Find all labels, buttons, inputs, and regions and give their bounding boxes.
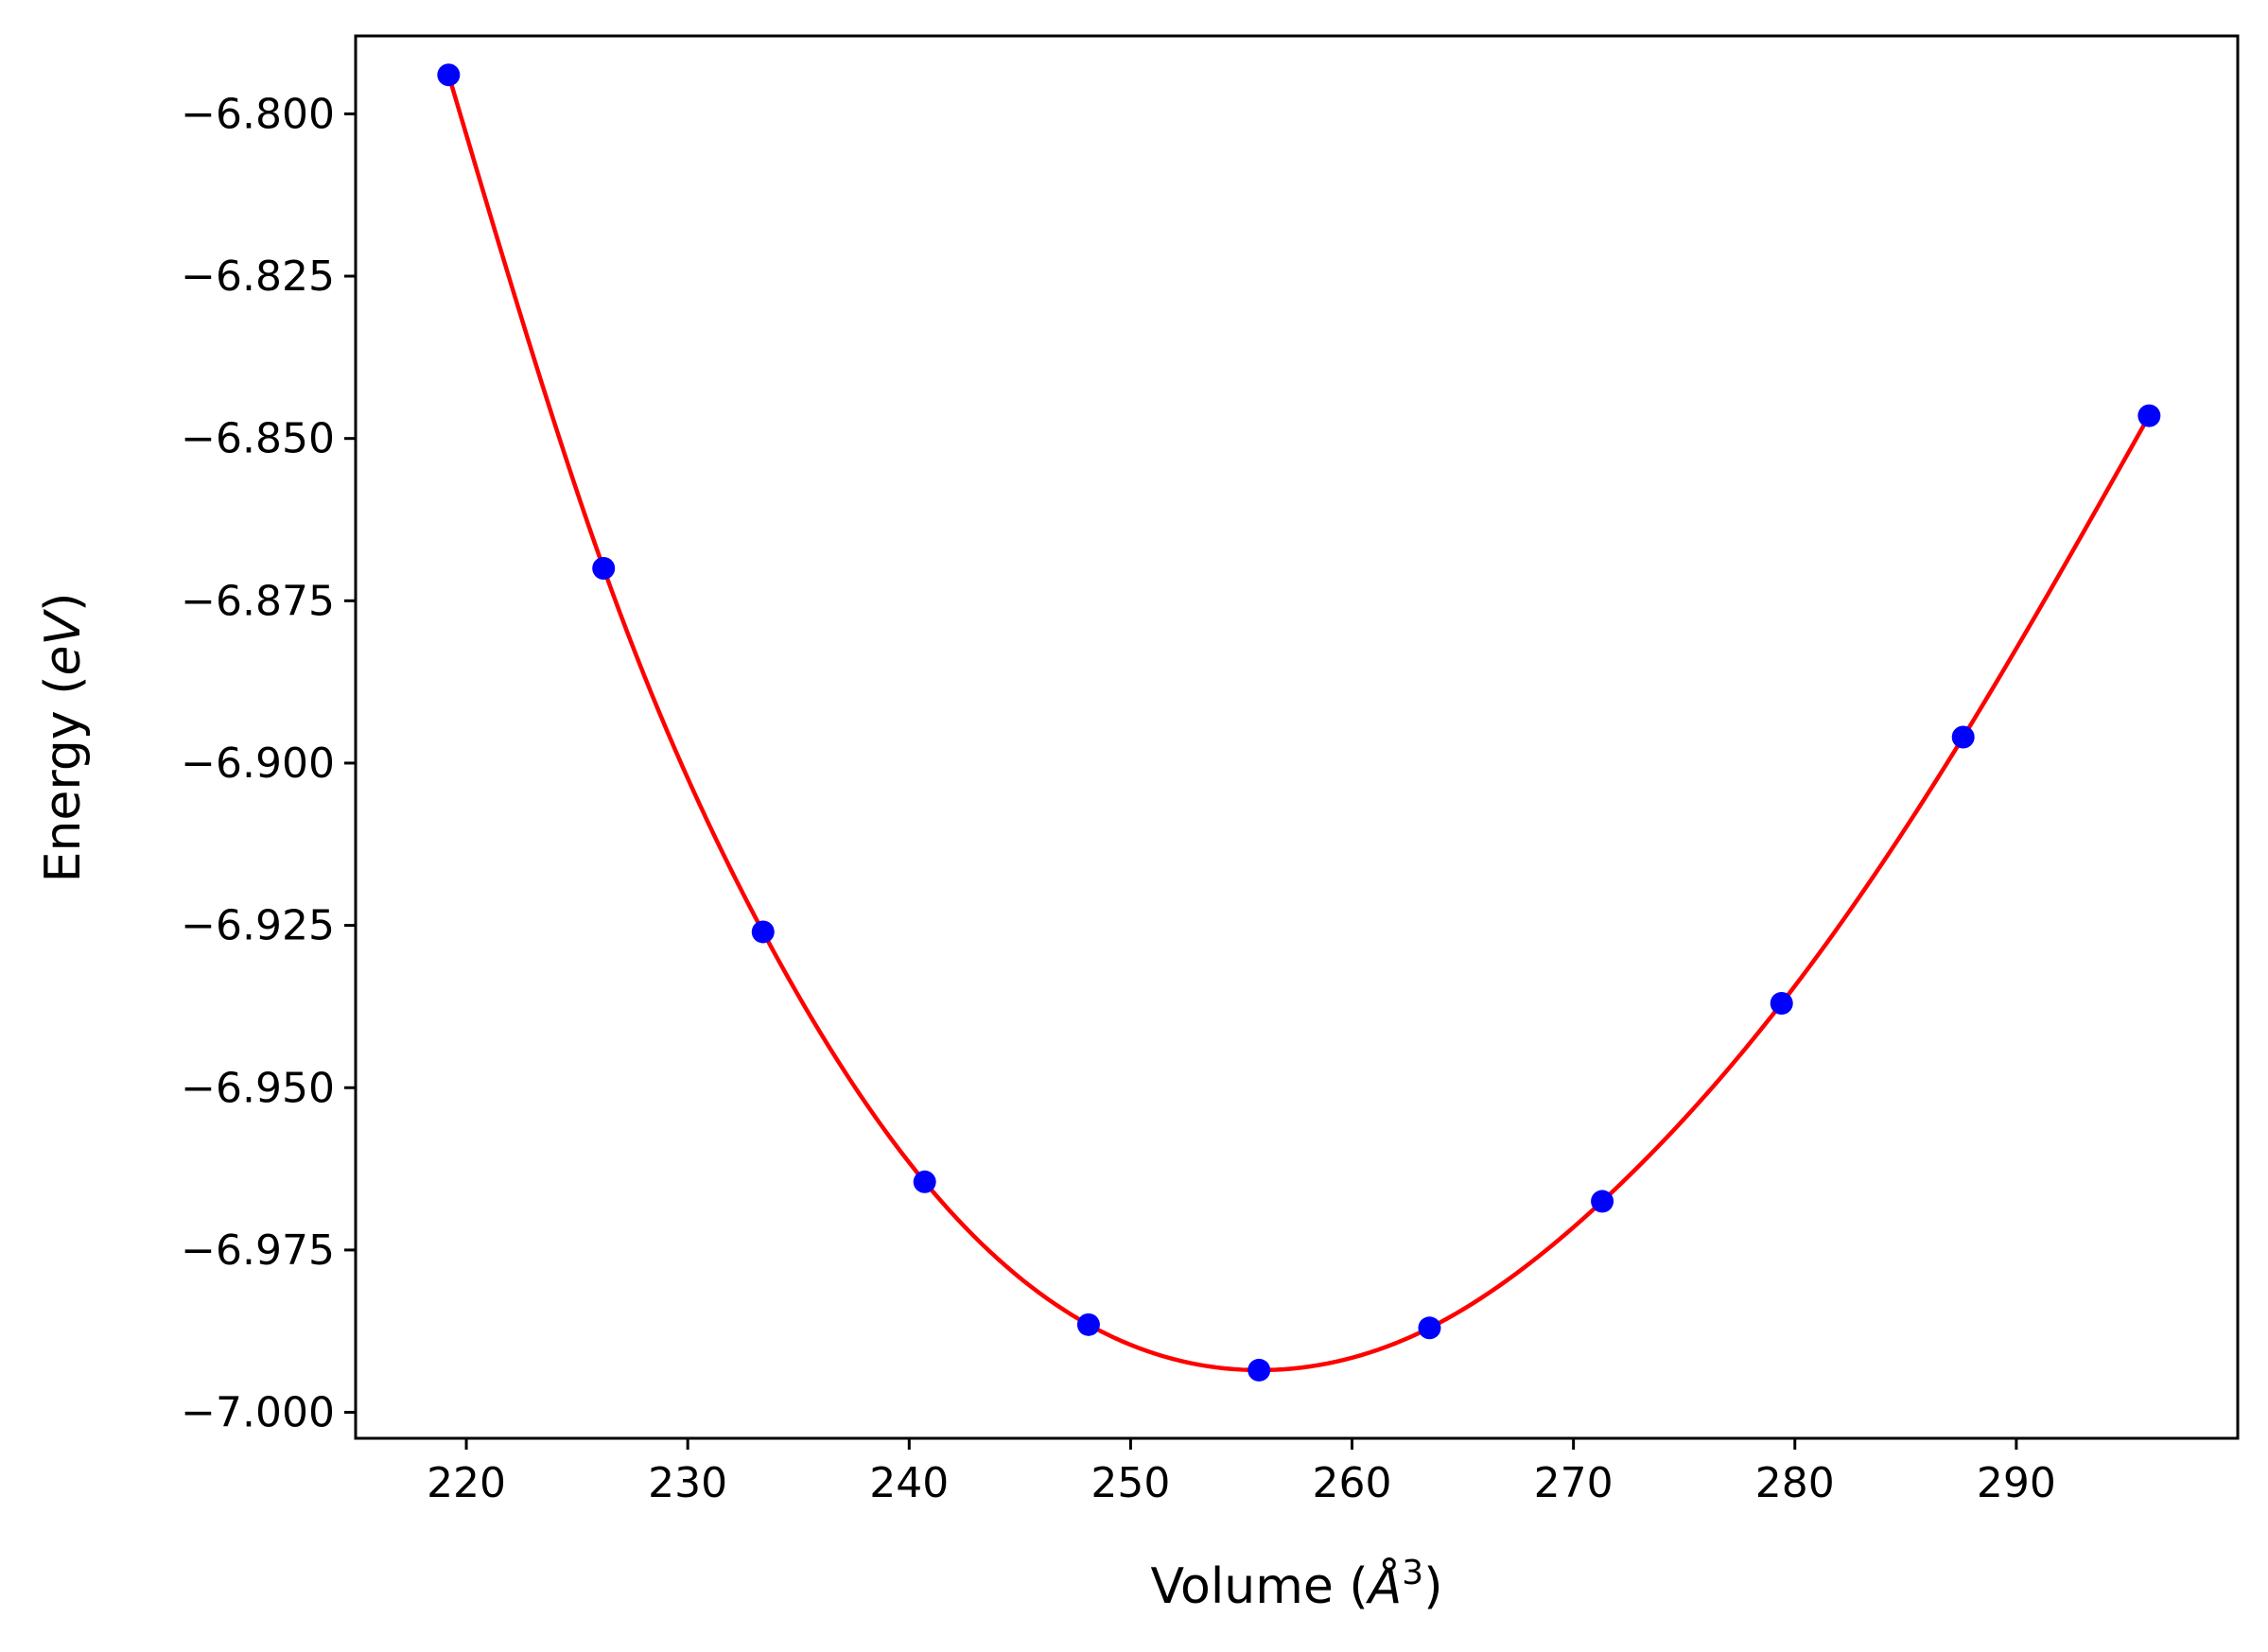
y-tick-label: −6.800: [181, 90, 335, 138]
y-axis-label: Energy (eV): [35, 593, 92, 883]
data-points: [437, 63, 2161, 1382]
y-tick-label: −7.000: [181, 1389, 335, 1437]
x-tick-label: 220: [427, 1459, 506, 1507]
y-tick-label: −6.900: [181, 739, 335, 788]
data-point: [913, 1170, 936, 1193]
x-tick-label: 290: [1977, 1459, 2056, 1507]
data-point: [592, 556, 616, 580]
data-point: [1770, 991, 1793, 1015]
data-point: [1418, 1316, 1441, 1340]
data-point: [1951, 725, 1975, 749]
data-point: [1247, 1358, 1271, 1382]
data-point: [1591, 1190, 1614, 1213]
y-tick-label: −6.850: [181, 415, 335, 463]
y-tick-label: −6.875: [181, 577, 335, 625]
data-point: [751, 920, 775, 944]
x-tick-label: 270: [1534, 1459, 1614, 1507]
data-point: [437, 63, 461, 87]
data-point: [1076, 1313, 1100, 1336]
y-tick-label: −6.925: [181, 902, 335, 950]
y-tick-label: −6.950: [181, 1064, 335, 1112]
x-tick-label: 260: [1313, 1459, 1392, 1507]
y-axis-ticks: −6.800 −6.825 −6.850 −6.875 −6.900 −6.925 −6.9…: [181, 90, 356, 1437]
y-tick-label: −6.975: [181, 1226, 335, 1275]
x-tick-label: 250: [1090, 1459, 1170, 1507]
x-tick-label: 240: [869, 1459, 949, 1507]
x-axis-label: Volume (Å3): [1151, 1554, 1443, 1615]
x-tick-label: 280: [1755, 1459, 1835, 1507]
data-point: [2137, 404, 2161, 427]
x-tick-label: 230: [648, 1459, 727, 1507]
x-axis-ticks: 220 230 240 250 260 270 280 290: [427, 1438, 2056, 1507]
y-tick-label: −6.825: [181, 252, 335, 301]
